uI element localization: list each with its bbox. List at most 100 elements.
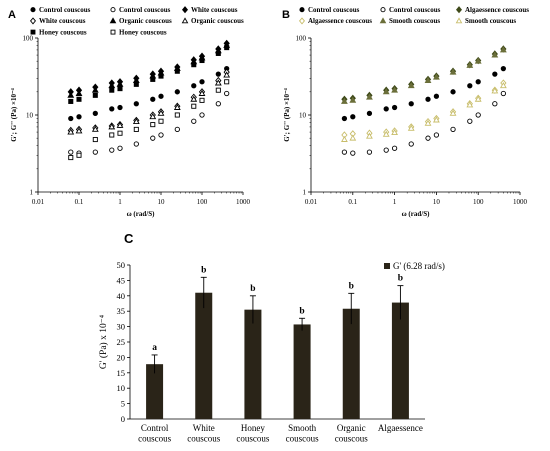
significance-letter: a xyxy=(152,343,157,353)
y-tick-label: 35 xyxy=(117,306,126,316)
panel-b-chart: 0.01 0.1 1 10 100 1000 1 10 100 ω (rad/S) G'; G'' … xyxy=(283,6,529,218)
legend-entry: Control couscous xyxy=(389,6,441,14)
y-tick-label: 30 xyxy=(117,322,126,332)
category-label: couscous xyxy=(236,434,269,444)
data-point xyxy=(158,93,164,99)
data-point xyxy=(191,118,197,124)
data-point xyxy=(174,68,180,74)
data-point xyxy=(191,83,197,89)
data-point xyxy=(109,106,115,112)
data-point xyxy=(92,110,98,117)
category-label: Algaessence xyxy=(378,423,423,433)
data-point xyxy=(92,137,98,143)
data-point xyxy=(215,50,221,56)
data-point xyxy=(466,101,474,108)
category-label: Honey xyxy=(241,423,265,433)
category-label: Organic xyxy=(337,423,366,433)
data-point xyxy=(391,104,398,111)
data-point xyxy=(383,106,389,112)
category-label: couscous xyxy=(335,434,368,444)
x-tick-label: 100 xyxy=(473,198,484,206)
y-tick-label: 50 xyxy=(117,260,126,270)
legend-entry: Algaessence couscous xyxy=(465,6,529,14)
x-tick-label: 0.01 xyxy=(32,198,45,206)
y-axis-title: G'; G'' (Pa) ×10⁻⁴ xyxy=(10,87,18,141)
data-point xyxy=(132,117,140,125)
significance-letter: b xyxy=(349,281,354,291)
legend-entry: White couscous xyxy=(39,17,86,25)
legend-entry: Control couscous xyxy=(308,6,360,14)
y-tick-label: 40 xyxy=(117,291,126,301)
legend-marker xyxy=(380,7,386,13)
x-tick-label: 1000 xyxy=(513,198,528,206)
data-point xyxy=(67,128,75,135)
y-tick-label: 10 xyxy=(299,112,307,120)
legend-marker xyxy=(109,17,117,24)
data-point xyxy=(425,96,431,102)
data-point xyxy=(466,61,474,68)
legend-marker xyxy=(298,17,306,25)
data-point xyxy=(158,118,164,124)
data-point xyxy=(149,113,157,120)
significance-letter: b xyxy=(299,306,304,316)
legend-entry: Control couscous xyxy=(39,6,91,14)
y-tick-label: 15 xyxy=(117,368,126,378)
legend-entry: Smooth couscous xyxy=(465,17,516,25)
data-point xyxy=(432,73,440,80)
data-point xyxy=(366,132,373,139)
data-point xyxy=(492,71,498,77)
data-point xyxy=(91,125,99,132)
data-point xyxy=(150,76,156,82)
data-point xyxy=(68,155,74,161)
x-tick-label: 0.1 xyxy=(75,198,84,206)
data-point xyxy=(215,87,221,93)
legend-swatch xyxy=(384,263,390,269)
x-tick-label: 10 xyxy=(433,198,441,206)
data-point xyxy=(491,87,499,94)
data-point xyxy=(215,101,221,107)
data-point xyxy=(157,109,165,116)
data-point xyxy=(117,130,123,136)
category-label: couscous xyxy=(138,434,171,444)
data-point xyxy=(67,91,75,98)
bar xyxy=(195,292,213,419)
data-point xyxy=(109,147,115,153)
panel-c-chart: 0 5 10 15 20 25 30 35 40 45 50 G' (Pa) x 10⁻⁴ a Contr… xyxy=(98,260,445,444)
legend-marker xyxy=(455,6,463,14)
x-tick-label: 0.1 xyxy=(348,198,357,206)
x-tick-label: 10 xyxy=(158,198,166,206)
bar xyxy=(293,324,311,419)
data-point xyxy=(474,57,482,64)
y-tick-label: 100 xyxy=(296,35,307,43)
significance-letter: b xyxy=(201,265,206,275)
data-point xyxy=(492,101,498,107)
data-point xyxy=(433,93,440,99)
data-point xyxy=(391,128,399,136)
data-point xyxy=(500,90,507,97)
data-point xyxy=(92,149,98,155)
y-tick-label: 0 xyxy=(121,414,125,424)
x-tick-label: 0.01 xyxy=(305,198,318,206)
legend-marker xyxy=(30,29,36,35)
data-point xyxy=(191,103,197,109)
data-point xyxy=(391,86,399,93)
data-point xyxy=(366,149,373,155)
data-point xyxy=(174,112,180,118)
data-point xyxy=(340,97,348,104)
data-point xyxy=(173,103,181,110)
data-point xyxy=(475,112,481,118)
data-point xyxy=(382,130,390,137)
data-point xyxy=(350,150,356,156)
y-tick-label: 20 xyxy=(117,352,126,362)
panel-a-letter: A xyxy=(8,9,16,21)
data-point xyxy=(150,96,156,102)
data-point xyxy=(76,114,82,120)
legend-marker xyxy=(181,6,189,14)
data-point xyxy=(467,83,473,89)
data-point xyxy=(75,89,83,96)
category-label: White xyxy=(193,423,215,433)
legend-entry: Algaessence couscous xyxy=(308,17,372,25)
x-tick-label: 1 xyxy=(118,198,122,206)
data-point xyxy=(68,98,74,104)
y-tick-label: 1 xyxy=(303,189,307,197)
